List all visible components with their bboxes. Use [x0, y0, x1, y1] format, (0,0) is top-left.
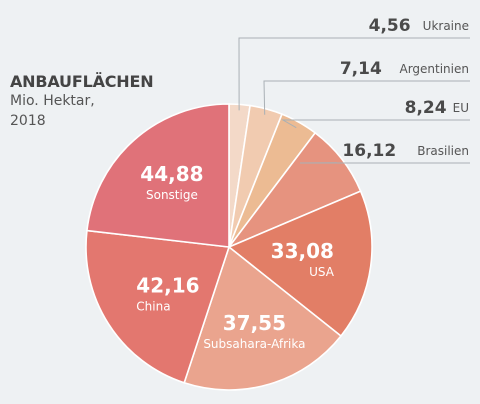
chart-subtitle-line2: 2018 [10, 113, 46, 129]
pie-slice-sonstige [86, 103, 230, 248]
data-label-eu: 8,24 [405, 98, 447, 118]
data-label-brasilien: 16,12 [342, 141, 396, 161]
pie-slice-china [85, 229, 231, 384]
chart-subtitle-line1: Mio. Hektar, [10, 93, 95, 109]
label-name-brasilien: Brasilien [417, 144, 469, 158]
label-name-eu: EU [453, 101, 469, 115]
title-block: ANBAUFLÄCHEN Mio. Hektar, 2018 [10, 72, 154, 131]
data-label-china: 42,16 [136, 274, 199, 298]
leader-line-eu [281, 119, 470, 129]
slice-name-usa: USA [309, 265, 335, 279]
data-label-usa: 33,08 [271, 239, 334, 263]
chart-title: ANBAUFLÄCHEN [10, 72, 154, 91]
leader-line-argentinien [263, 80, 470, 115]
slice-name-china: China [136, 300, 170, 314]
slice-name-sonstige: Sonstige [146, 188, 198, 202]
data-label-ukraine: 4,56 [369, 16, 411, 36]
label-name-ukraine: Ukraine [423, 19, 469, 33]
pie-slice-subsahara-afrika [183, 245, 343, 391]
data-label-argentinien: 7,14 [340, 59, 382, 79]
slice-name-subsahara-afrika: Subsahara-Afrika [203, 337, 305, 351]
data-label-sonstige: 44,88 [140, 162, 203, 186]
leader-line-ukraine [238, 37, 470, 111]
pie-slice-usa [227, 190, 373, 338]
data-label-subsahara-afrika: 37,55 [223, 311, 286, 335]
label-name-argentinien: Argentinien [399, 62, 469, 76]
